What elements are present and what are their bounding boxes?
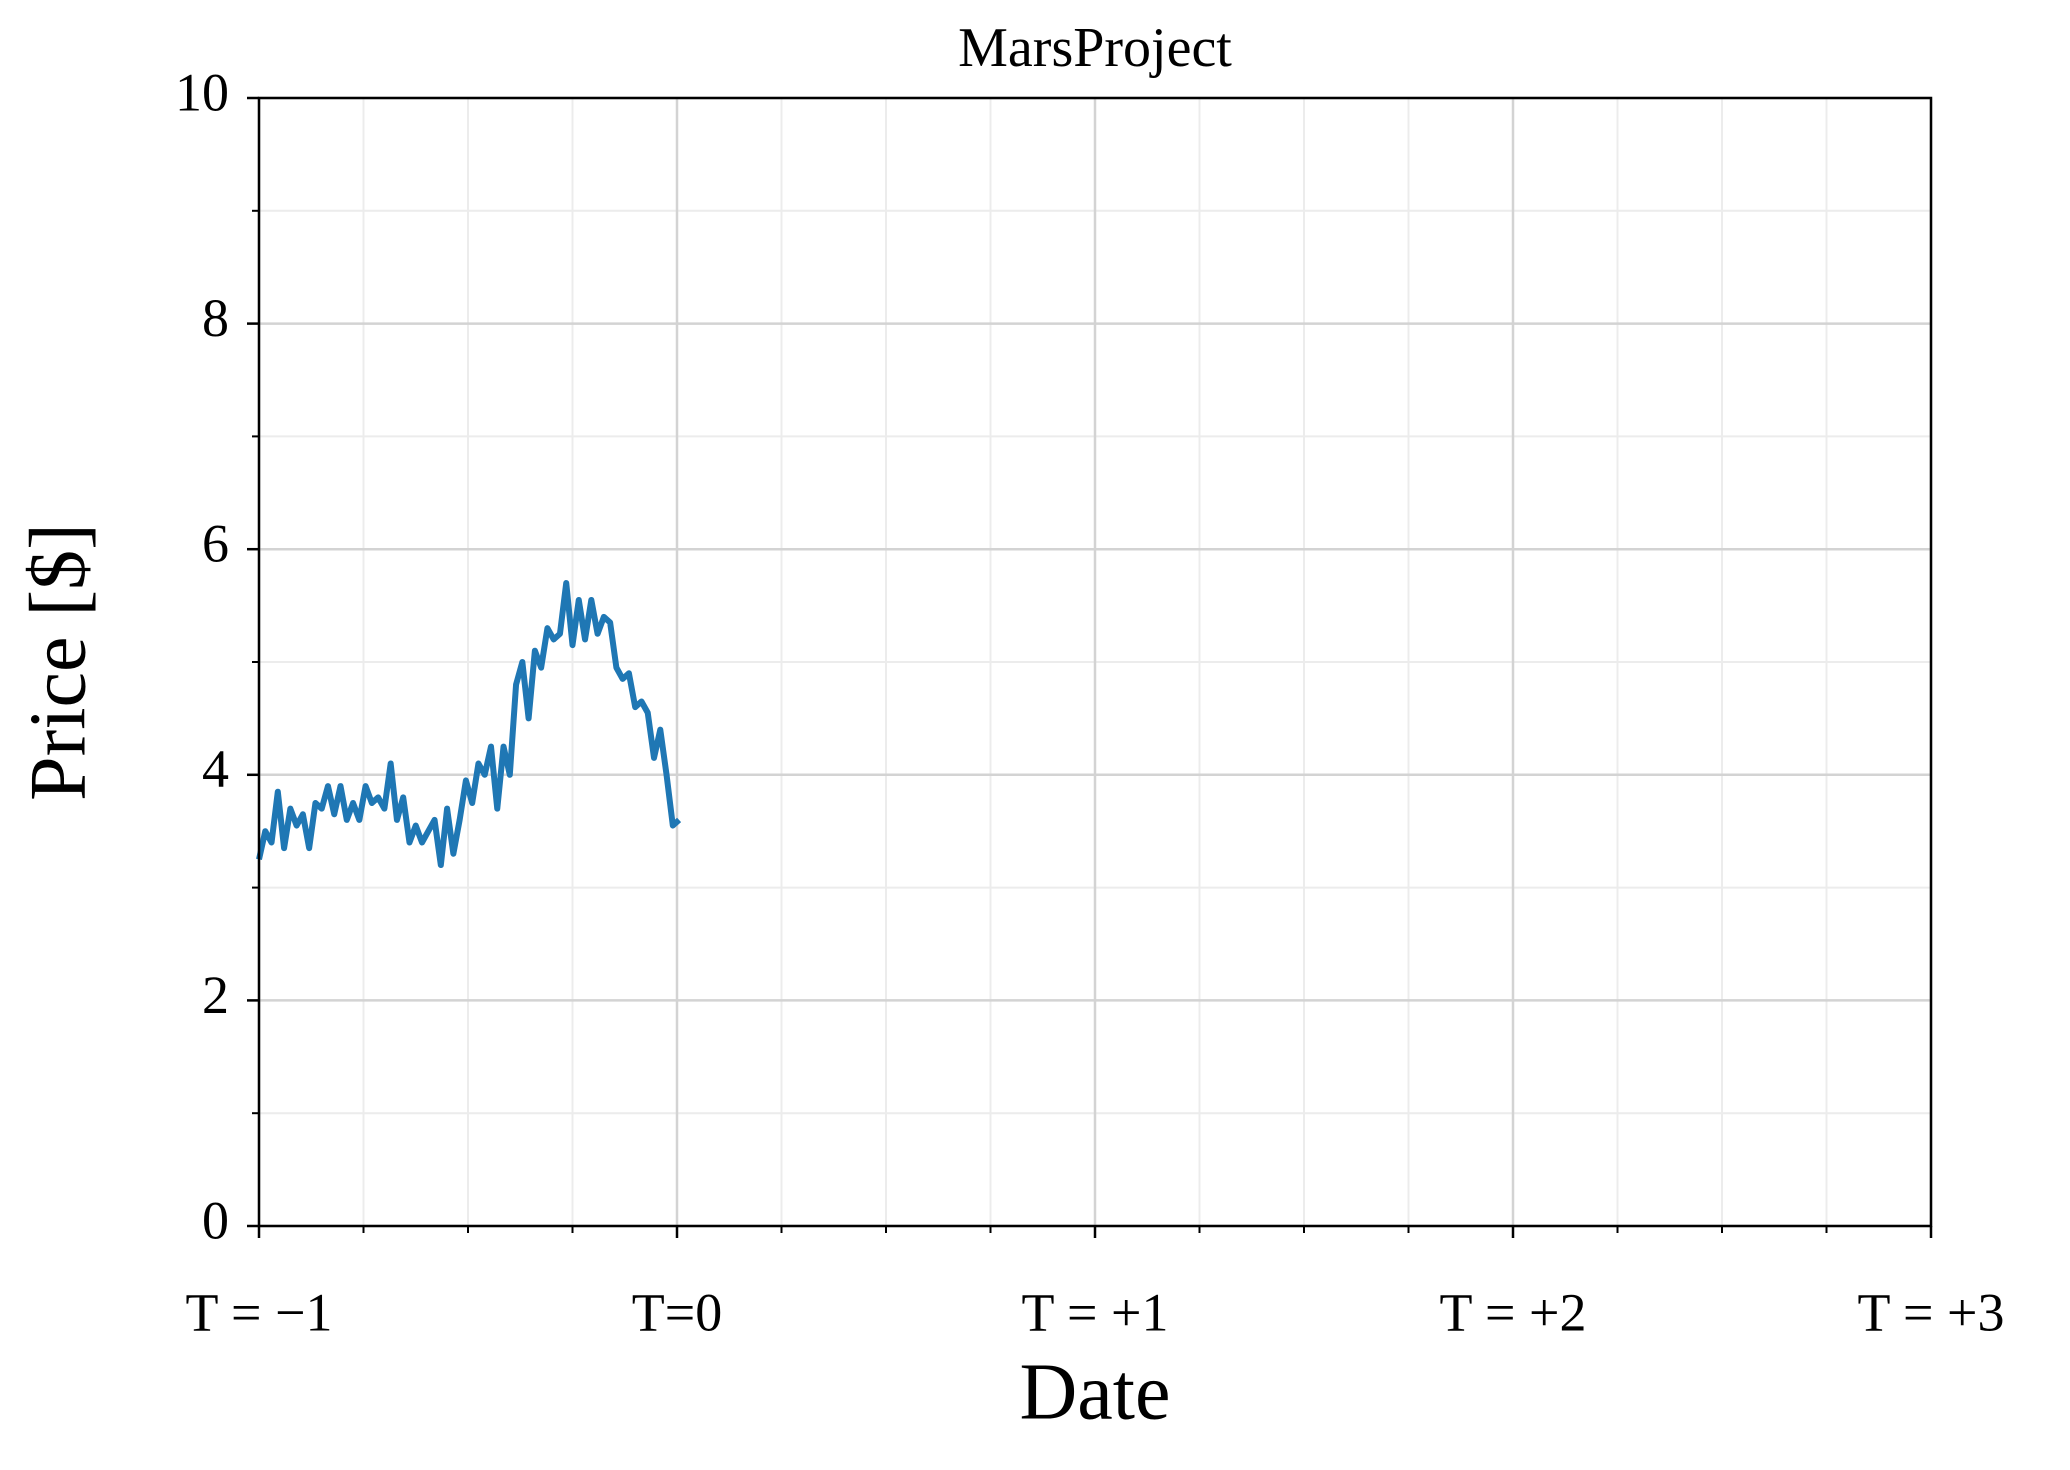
y-tick-label: 2 <box>202 965 229 1025</box>
x-tick-label: T=0 <box>632 1282 722 1342</box>
y-tick-label: 4 <box>202 739 229 799</box>
plot-area <box>256 580 682 869</box>
x-tick-label: T = +3 <box>1858 1282 2005 1342</box>
axes-frame <box>257 96 1933 1228</box>
y-tick-label: 8 <box>202 288 229 348</box>
y-tick-label: 0 <box>202 1190 229 1250</box>
x-tick-label: T = −1 <box>186 1282 333 1342</box>
price-line <box>256 580 682 869</box>
x-axis-label: Date <box>1019 1348 1170 1436</box>
x-tick-label: T = +1 <box>1022 1282 1169 1342</box>
y-axis-label: Price [$] <box>14 523 102 801</box>
y-tick-label: 6 <box>202 514 229 574</box>
y-tick-label: 10 <box>175 62 229 122</box>
chart-title: MarsProject <box>958 17 1232 79</box>
x-tick-label: T = +2 <box>1440 1282 1587 1342</box>
